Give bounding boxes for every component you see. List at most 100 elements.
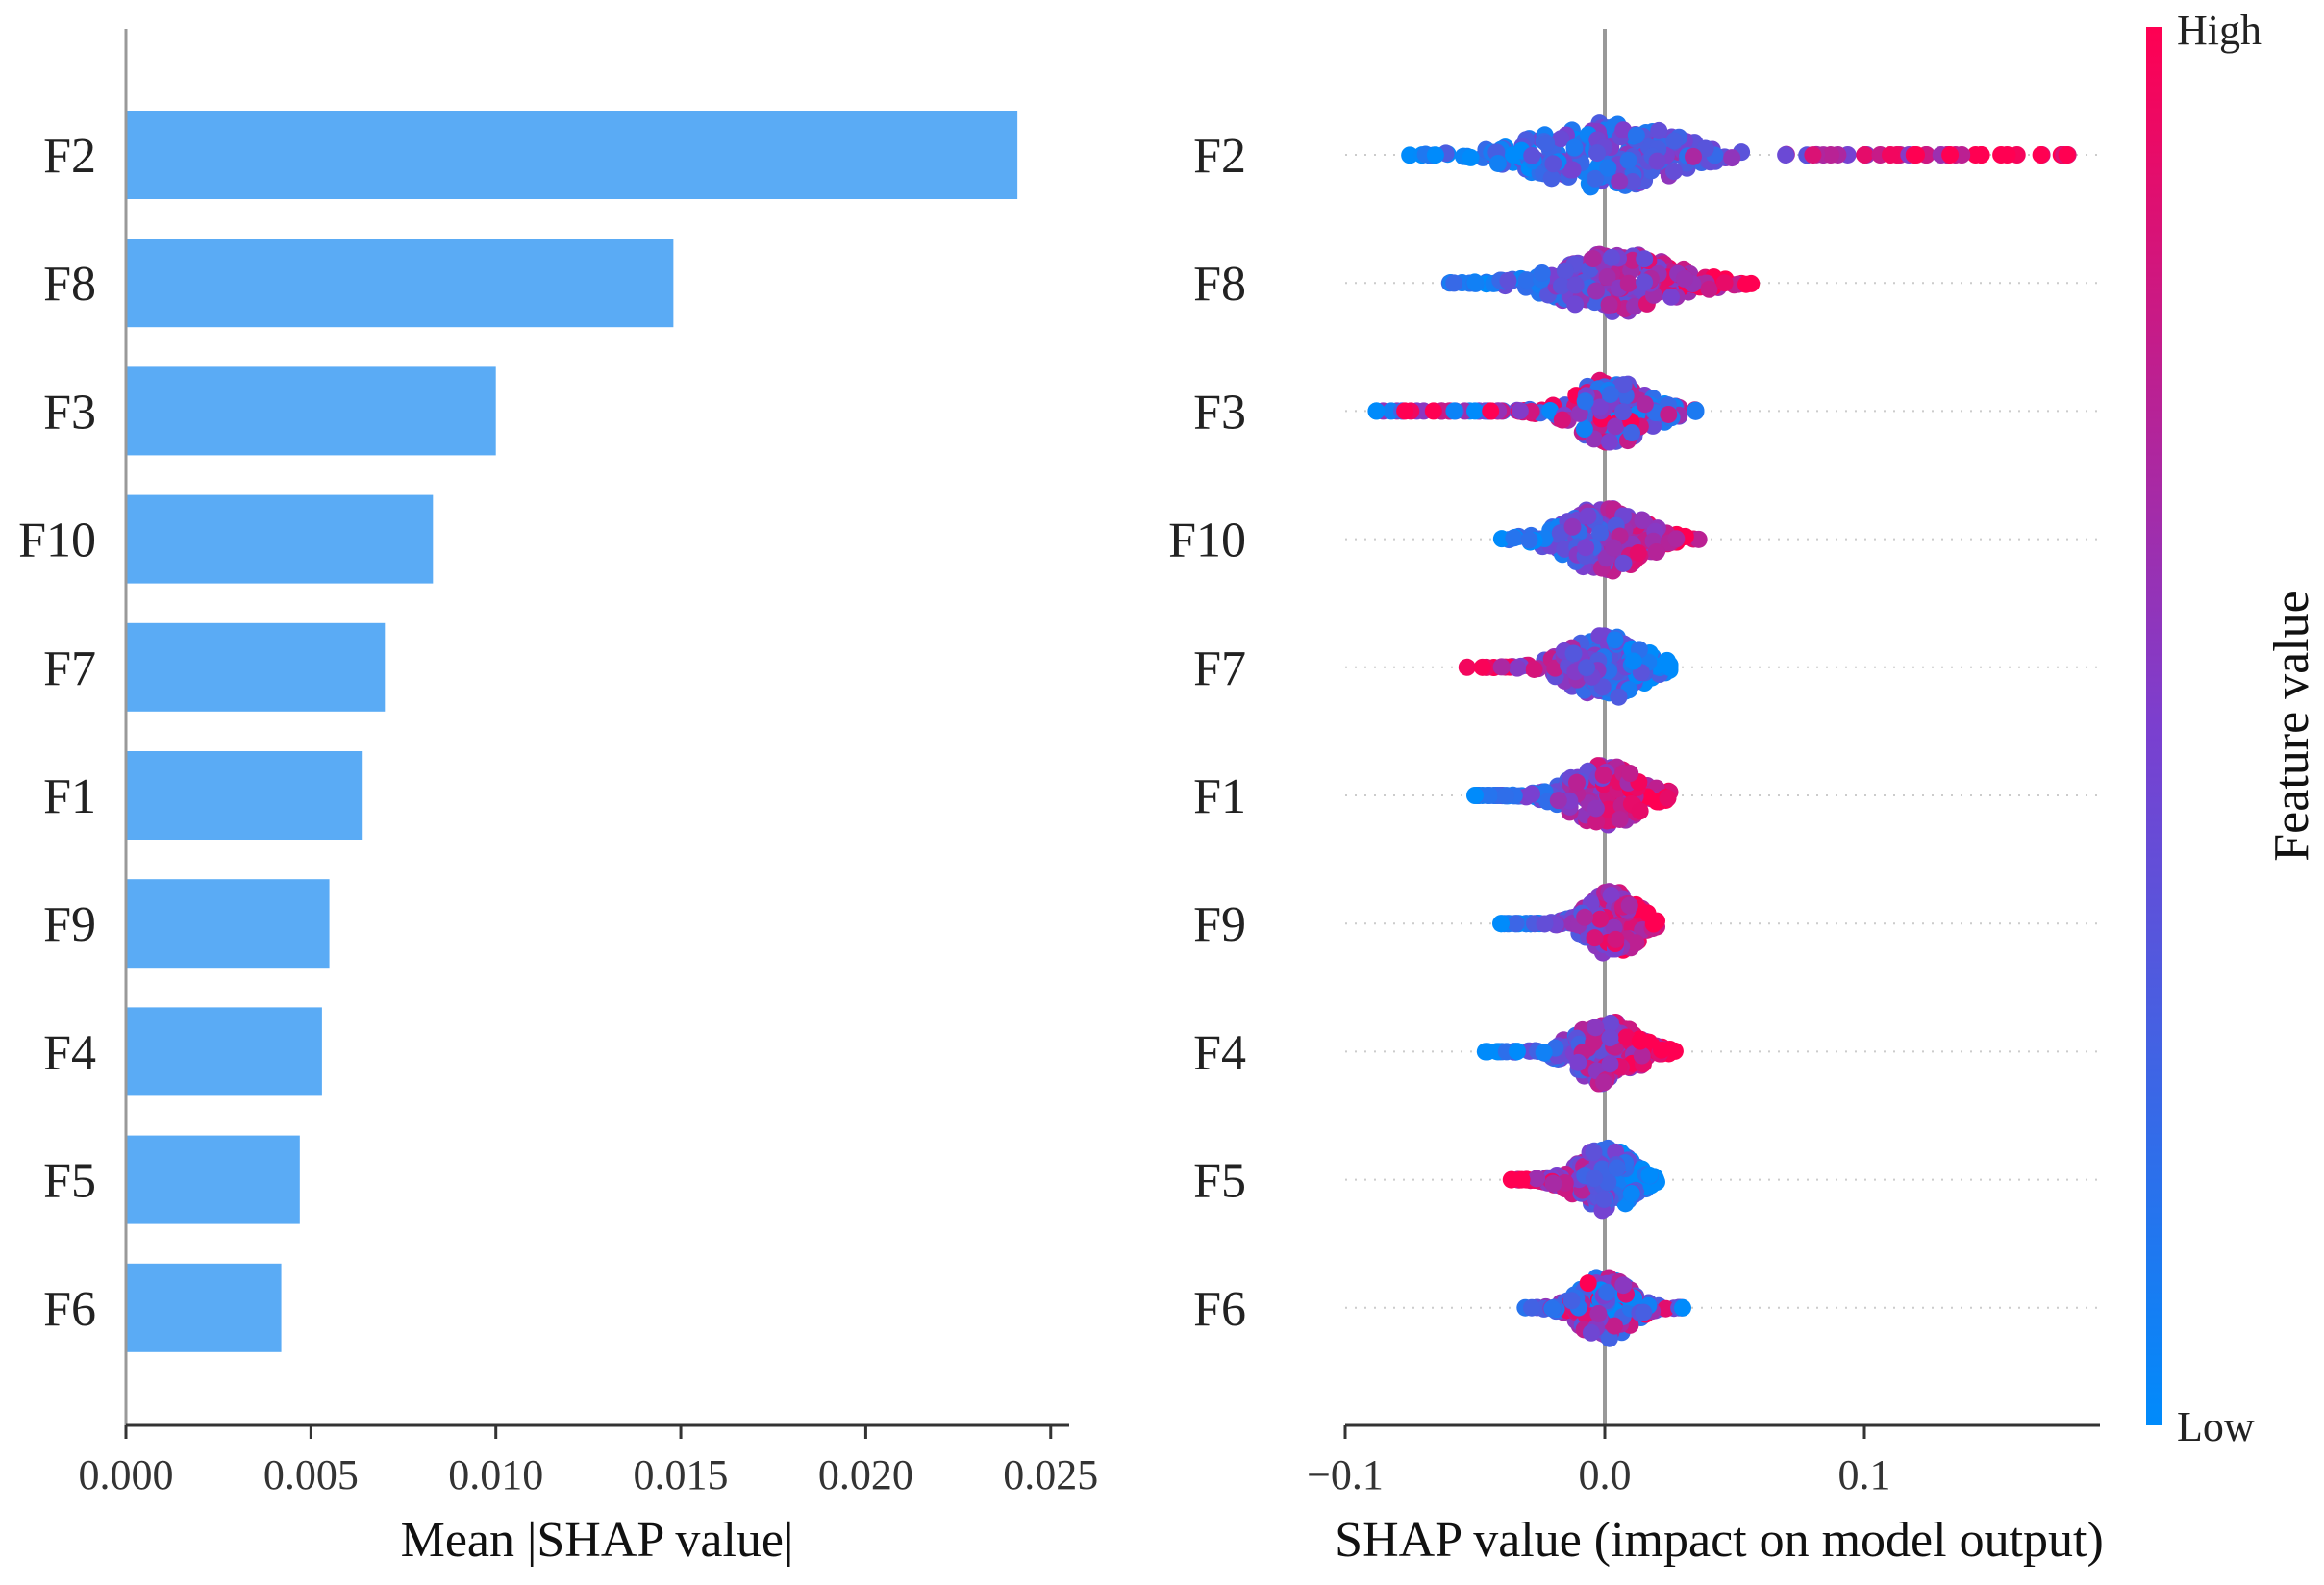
beeswarm-label-f3: F3 bbox=[1193, 385, 1246, 440]
beeswarm-point-f10 bbox=[1579, 508, 1596, 525]
beeswarm-point-f7 bbox=[1493, 658, 1511, 675]
colorbar-high-label: High bbox=[2177, 7, 2262, 54]
beeswarm-point-f6 bbox=[1543, 1300, 1561, 1318]
beeswarm-point-f8 bbox=[1662, 289, 1680, 306]
beeswarm-point-f3 bbox=[1601, 434, 1618, 451]
beeswarm-point-f3 bbox=[1637, 395, 1654, 413]
beeswarm-point-f8 bbox=[1620, 275, 1637, 292]
beeswarm-point-f10 bbox=[1648, 543, 1665, 561]
beeswarm-point-f3 bbox=[1623, 424, 1640, 441]
bar-x-ticks: 0.000 0.005 0.010 0.015 0.020 0.025 bbox=[79, 1425, 1099, 1498]
beeswarm-point-f9 bbox=[1628, 934, 1645, 951]
bar-label-f4: F4 bbox=[43, 1025, 96, 1080]
beeswarm-point-f2 bbox=[1564, 162, 1582, 179]
beeswarm-point-f2 bbox=[1599, 160, 1616, 177]
beeswarm-point-f5 bbox=[1513, 1171, 1531, 1189]
beeswarm-point-f2 bbox=[2059, 146, 2076, 164]
colorbar-low-label: Low bbox=[2177, 1403, 2255, 1450]
beeswarm-label-f2: F2 bbox=[1193, 129, 1246, 184]
beeswarm-point-f9 bbox=[1607, 931, 1624, 948]
beeswarm-point-f2 bbox=[1523, 147, 1540, 164]
beeswarm-point-f6 bbox=[1598, 1284, 1615, 1301]
beeswarm-label-f1: F1 bbox=[1193, 769, 1246, 824]
beeswarm-point-f6 bbox=[1606, 1318, 1623, 1335]
beeswarm-point-f1 bbox=[1621, 765, 1638, 782]
beeswarm-point-f3 bbox=[1466, 402, 1484, 419]
beeswarm-point-f1 bbox=[1497, 787, 1514, 804]
beeswarm-point-f10 bbox=[1563, 518, 1581, 536]
beeswarm-point-f8 bbox=[1499, 272, 1516, 289]
beeswarm-x-ticks: −0.1 0.0 0.1 bbox=[1307, 1425, 1890, 1498]
beeswarm-label-f9: F9 bbox=[1193, 897, 1246, 952]
beeswarm-xtick-label: 0.0 bbox=[1579, 1451, 1632, 1498]
beeswarm-point-f10 bbox=[1630, 544, 1647, 562]
beeswarm-point-f6 bbox=[1589, 1305, 1607, 1322]
bar-label-f6: F6 bbox=[43, 1282, 96, 1337]
beeswarm-point-f10 bbox=[1614, 555, 1632, 572]
beeswarm-point-f4 bbox=[1601, 1055, 1618, 1072]
beeswarm-point-f5 bbox=[1623, 1185, 1640, 1202]
beeswarm-point-f1 bbox=[1632, 802, 1649, 819]
beeswarm-point-f7 bbox=[1459, 659, 1476, 676]
beeswarm-point-f4 bbox=[1587, 1019, 1604, 1036]
beeswarm-point-f2 bbox=[1999, 146, 2016, 164]
beeswarm-point-f6 bbox=[1563, 1292, 1581, 1309]
beeswarm-point-f1 bbox=[1611, 811, 1628, 828]
beeswarm-point-f8 bbox=[1534, 264, 1551, 282]
beeswarm-point-f4 bbox=[1536, 1044, 1553, 1061]
bar-xtick-label: 0.025 bbox=[1003, 1451, 1098, 1498]
beeswarm-point-f9 bbox=[1591, 911, 1609, 928]
beeswarm-point-f8 bbox=[1466, 274, 1484, 291]
beeswarm-point-f7 bbox=[1625, 652, 1642, 669]
beeswarm-point-f8 bbox=[1603, 249, 1620, 266]
beeswarm-point-f2 bbox=[1665, 163, 1683, 180]
beeswarm-point-f5 bbox=[1595, 1191, 1612, 1208]
beeswarm-point-f7 bbox=[1509, 660, 1526, 677]
colorbar-title: Feature value bbox=[2264, 591, 2319, 862]
beeswarm-point-f2 bbox=[1723, 149, 1740, 166]
beeswarm-point-f6 bbox=[1583, 1324, 1600, 1342]
beeswarm-point-f2 bbox=[1665, 132, 1683, 149]
beeswarm-point-f2 bbox=[1777, 146, 1794, 164]
beeswarm-point-f8 bbox=[1585, 250, 1602, 267]
beeswarm-point-f6 bbox=[1635, 1304, 1652, 1321]
beeswarm-point-f2 bbox=[1804, 146, 1821, 164]
bar-feature-labels: F2 F8 F3 F10 F7 F1 F9 F4 F5 F6 bbox=[18, 129, 96, 1337]
beeswarm-point-f7 bbox=[1578, 659, 1595, 676]
beeswarm-point-f4 bbox=[1632, 1033, 1649, 1050]
beeswarm-point-f2 bbox=[1489, 155, 1507, 172]
beeswarm-point-f10 bbox=[1520, 532, 1537, 549]
beeswarm-point-f4 bbox=[1595, 1073, 1612, 1091]
beeswarm-point-f3 bbox=[1577, 392, 1594, 410]
beeswarm-point-f9 bbox=[1537, 915, 1554, 932]
bar-label-f3: F3 bbox=[43, 385, 96, 440]
beeswarm-point-f2 bbox=[1650, 122, 1667, 139]
beeswarm-point-f5 bbox=[1544, 1175, 1562, 1193]
beeswarm-point-f8 bbox=[1716, 274, 1734, 291]
beeswarm-point-f10 bbox=[1634, 512, 1651, 529]
beeswarm-point-f9 bbox=[1639, 904, 1657, 921]
beeswarm-point-f9 bbox=[1587, 929, 1604, 946]
bar-xtick-label: 0.020 bbox=[818, 1451, 913, 1498]
beeswarm-point-f1 bbox=[1595, 767, 1612, 784]
beeswarm-point-f1 bbox=[1523, 786, 1540, 803]
bar-xtick-label: 0.010 bbox=[448, 1451, 543, 1498]
bar-label-f7: F7 bbox=[43, 642, 96, 696]
beeswarm-point-f7 bbox=[1565, 644, 1583, 662]
beeswarm-point-f6 bbox=[1614, 1276, 1632, 1294]
beeswarm-point-f3 bbox=[1576, 420, 1593, 438]
beeswarm-point-f10 bbox=[1667, 530, 1685, 547]
bar-label-f8: F8 bbox=[43, 257, 96, 312]
bar-label-f2: F2 bbox=[43, 129, 96, 184]
beeswarm-point-f2 bbox=[1462, 149, 1480, 166]
beeswarm-point-f3 bbox=[1607, 417, 1624, 435]
bar-xtick-label: 0.005 bbox=[263, 1451, 359, 1498]
bar-label-f5: F5 bbox=[43, 1154, 96, 1209]
beeswarm-point-f7 bbox=[1610, 689, 1627, 706]
beeswarm-point-f2 bbox=[1427, 146, 1444, 164]
bar-label-f1: F1 bbox=[43, 769, 96, 824]
beeswarm-label-f8: F8 bbox=[1193, 257, 1246, 312]
beeswarm-point-f3 bbox=[1367, 402, 1385, 419]
bar-f8 bbox=[126, 239, 673, 327]
bar-f4 bbox=[126, 1007, 322, 1095]
